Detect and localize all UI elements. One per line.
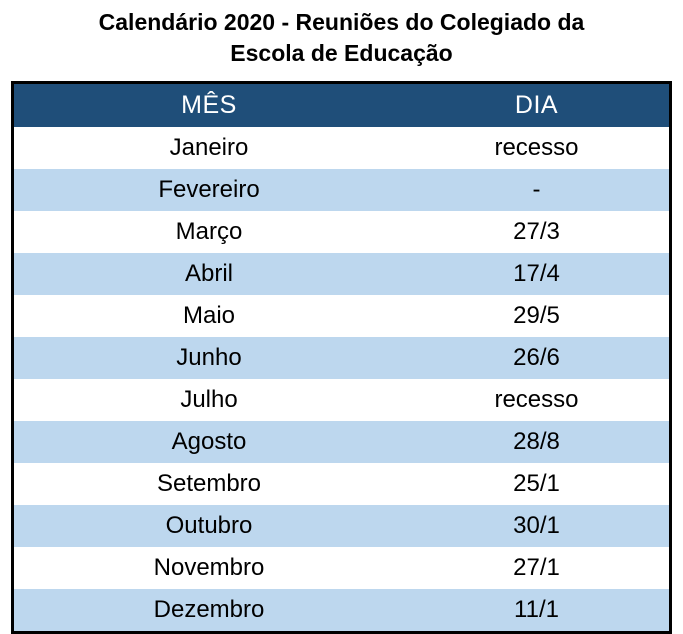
month-cell: Abril — [12, 253, 404, 295]
day-cell: 11/1 — [404, 589, 671, 633]
month-cell: Junho — [12, 337, 404, 379]
day-cell: recesso — [404, 127, 671, 169]
day-cell: 30/1 — [404, 505, 671, 547]
table-header-row: MÊS DIA — [12, 82, 671, 127]
day-cell: 26/6 — [404, 337, 671, 379]
table-row-maio: Maio 29/5 — [12, 295, 671, 337]
day-cell: recesso — [404, 379, 671, 421]
column-header-dia: DIA — [404, 82, 671, 127]
month-cell: Setembro — [12, 463, 404, 505]
day-cell: 25/1 — [404, 463, 671, 505]
month-cell: Maio — [12, 295, 404, 337]
table-row-fevereiro: Fevereiro - — [12, 169, 671, 211]
day-cell: 29/5 — [404, 295, 671, 337]
table-row-janeiro: Janeiro recesso — [12, 127, 671, 169]
table-row-agosto: Agosto 28/8 — [12, 421, 671, 463]
column-header-mes: MÊS — [12, 82, 404, 127]
calendar-table: MÊS DIA Janeiro recesso Fevereiro - Març… — [11, 81, 672, 634]
day-cell: 28/8 — [404, 421, 671, 463]
table-row-dezembro: Dezembro 11/1 — [12, 589, 671, 633]
page-title: Calendário 2020 - Reuniões do Colegiado … — [0, 0, 683, 69]
month-cell: Fevereiro — [12, 169, 404, 211]
table-row-outubro: Outubro 30/1 — [12, 505, 671, 547]
page-title-line-2: Escola de Educação — [230, 40, 453, 66]
month-cell: Outubro — [12, 505, 404, 547]
table-row-setembro: Setembro 25/1 — [12, 463, 671, 505]
table-row-julho: Julho recesso — [12, 379, 671, 421]
table-row-novembro: Novembro 27/1 — [12, 547, 671, 589]
page-title-line-1: Calendário 2020 - Reuniões do Colegiado … — [98, 9, 585, 35]
month-cell: Novembro — [12, 547, 404, 589]
month-cell: Dezembro — [12, 589, 404, 633]
day-cell: 27/1 — [404, 547, 671, 589]
table-body: Janeiro recesso Fevereiro - Março 27/3 A… — [12, 127, 671, 633]
day-cell: - — [404, 169, 671, 211]
month-cell: Agosto — [12, 421, 404, 463]
day-cell: 17/4 — [404, 253, 671, 295]
table-row-abril: Abril 17/4 — [12, 253, 671, 295]
table-row-junho: Junho 26/6 — [12, 337, 671, 379]
table-row-marco: Março 27/3 — [12, 211, 671, 253]
month-cell: Março — [12, 211, 404, 253]
day-cell: 27/3 — [404, 211, 671, 253]
month-cell: Julho — [12, 379, 404, 421]
month-cell: Janeiro — [12, 127, 404, 169]
